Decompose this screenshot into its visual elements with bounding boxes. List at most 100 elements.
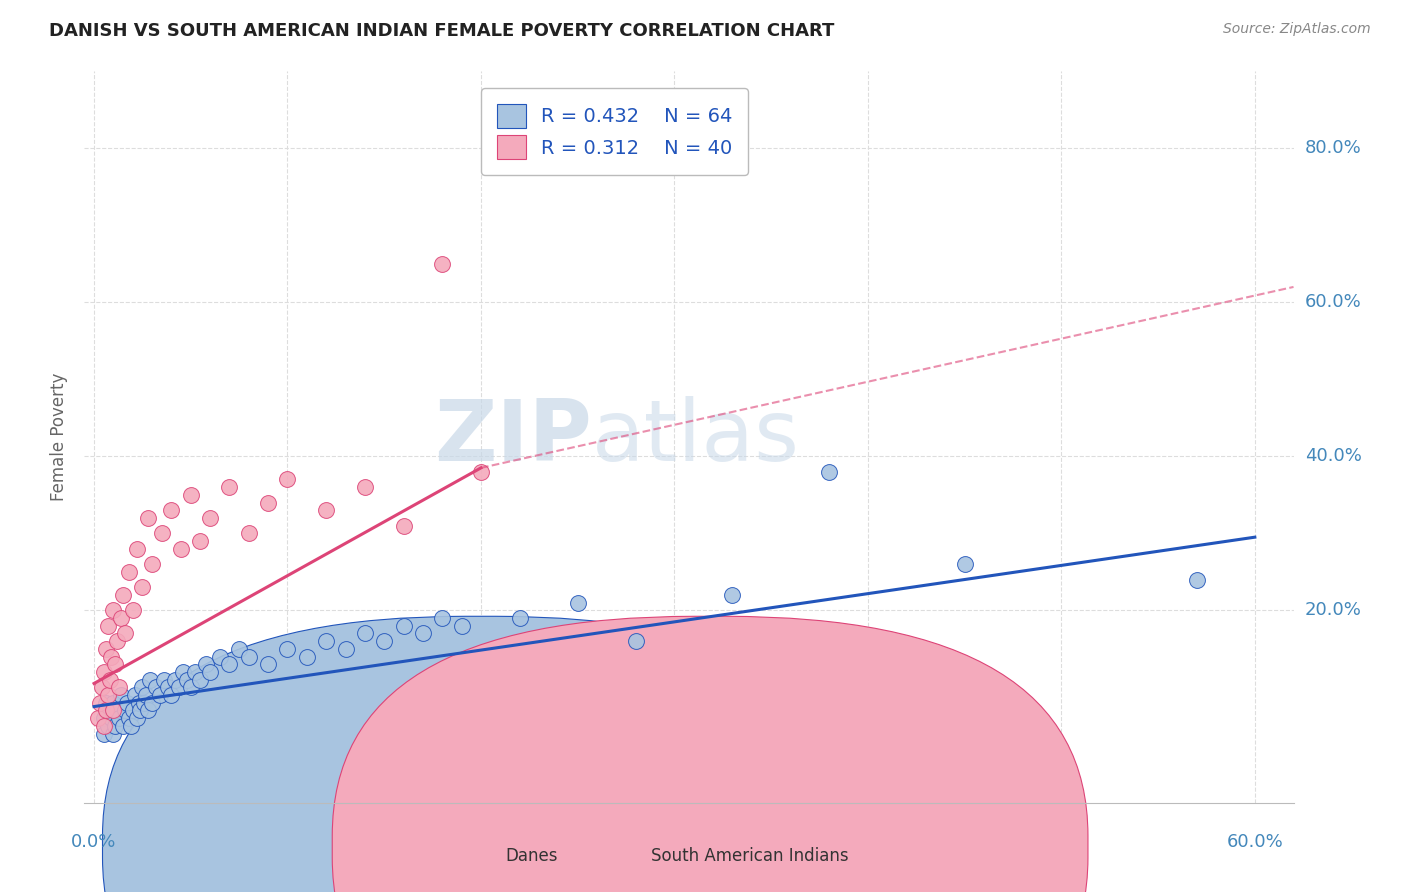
Point: [114, 626, 136, 640]
Point: [624, 634, 647, 648]
Point: [97, 719, 120, 733]
Point: [509, 611, 531, 625]
Point: [120, 719, 142, 733]
Point: [180, 681, 202, 695]
Point: [112, 719, 135, 733]
Text: 80.0%: 80.0%: [1305, 139, 1361, 157]
Point: [98, 673, 121, 687]
Text: 0.0%: 0.0%: [72, 833, 117, 851]
Point: [93, 719, 115, 733]
Point: [141, 696, 163, 710]
Point: [170, 541, 193, 556]
Point: [108, 711, 131, 725]
Text: Source: ZipAtlas.com: Source: ZipAtlas.com: [1223, 22, 1371, 37]
Text: DANISH VS SOUTH AMERICAN INDIAN FEMALE POVERTY CORRELATION CHART: DANISH VS SOUTH AMERICAN INDIAN FEMALE P…: [49, 22, 835, 40]
Point: [97, 688, 120, 702]
Text: 20.0%: 20.0%: [1305, 601, 1361, 619]
Point: [105, 703, 128, 717]
Point: [103, 726, 125, 740]
Point: [276, 641, 298, 656]
Point: [112, 588, 135, 602]
Text: atlas: atlas: [592, 395, 800, 479]
Point: [124, 688, 146, 702]
Point: [135, 688, 157, 702]
Point: [93, 726, 115, 740]
Text: 60.0%: 60.0%: [1305, 293, 1361, 311]
Point: [136, 511, 159, 525]
Point: [721, 588, 744, 602]
Point: [114, 703, 136, 717]
Point: [149, 688, 172, 702]
Point: [94, 641, 117, 656]
Point: [90, 681, 112, 695]
Text: Danes: Danes: [506, 847, 558, 864]
Point: [198, 665, 221, 679]
Point: [121, 603, 143, 617]
Point: [139, 673, 162, 687]
Point: [103, 703, 125, 717]
Point: [93, 711, 115, 725]
Point: [450, 618, 472, 632]
Point: [238, 526, 260, 541]
Point: [180, 488, 202, 502]
Point: [118, 711, 141, 725]
Point: [172, 665, 194, 679]
Point: [470, 465, 492, 479]
Point: [315, 503, 337, 517]
Point: [150, 526, 173, 541]
Point: [198, 511, 221, 525]
Point: [315, 634, 337, 648]
Point: [392, 518, 415, 533]
Point: [432, 611, 454, 625]
Point: [87, 711, 110, 725]
Point: [100, 649, 122, 664]
Point: [432, 257, 454, 271]
Point: [295, 649, 318, 664]
Point: [108, 681, 131, 695]
Point: [276, 472, 298, 486]
Point: [121, 703, 143, 717]
Point: [257, 657, 280, 672]
Point: [257, 495, 280, 509]
Point: [373, 634, 395, 648]
Text: South American Indians: South American Indians: [651, 847, 848, 864]
Point: [167, 681, 190, 695]
Text: 60.0%: 60.0%: [1226, 833, 1284, 851]
Point: [89, 696, 111, 710]
Point: [953, 557, 976, 571]
Point: [335, 641, 357, 656]
Point: [218, 657, 240, 672]
Point: [118, 565, 141, 579]
Point: [141, 557, 163, 571]
FancyBboxPatch shape: [332, 616, 1088, 892]
Point: [176, 673, 198, 687]
Point: [165, 673, 187, 687]
Point: [104, 657, 127, 672]
Point: [354, 626, 377, 640]
Point: [392, 618, 415, 632]
Point: [128, 696, 150, 710]
Point: [97, 618, 120, 632]
Point: [567, 596, 589, 610]
Point: [105, 634, 128, 648]
Point: [190, 534, 212, 549]
Point: [208, 649, 231, 664]
Point: [160, 688, 183, 702]
Point: [160, 503, 183, 517]
Point: [131, 681, 153, 695]
Legend: R = 0.432    N = 64, R = 0.312    N = 40: R = 0.432 N = 64, R = 0.312 N = 40: [481, 88, 748, 175]
Point: [412, 626, 434, 640]
Point: [354, 480, 377, 494]
Point: [195, 657, 218, 672]
FancyBboxPatch shape: [103, 616, 858, 892]
Point: [93, 665, 115, 679]
Point: [100, 711, 122, 725]
Point: [94, 696, 117, 710]
Point: [818, 465, 841, 479]
Point: [129, 703, 152, 717]
Point: [125, 711, 148, 725]
Text: 40.0%: 40.0%: [1305, 447, 1361, 466]
Point: [228, 641, 250, 656]
Point: [183, 665, 205, 679]
Y-axis label: Female Poverty: Female Poverty: [51, 373, 69, 501]
